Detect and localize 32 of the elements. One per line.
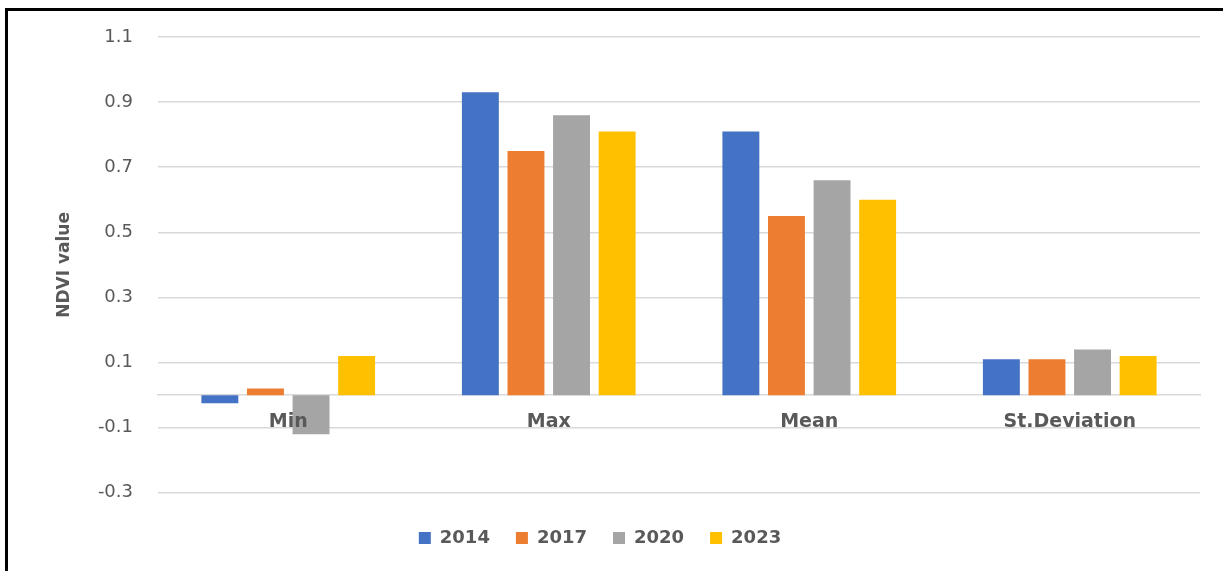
- bar: [598, 131, 636, 396]
- bar: [1028, 359, 1066, 396]
- y-tick-label: 1.1: [104, 24, 133, 46]
- x-tick-label: Mean: [780, 409, 839, 432]
- y-tick-label: 0.1: [104, 350, 133, 372]
- bar: [246, 388, 284, 396]
- bar: [553, 115, 591, 396]
- y-axis-title: NDVI value: [52, 212, 73, 318]
- bar: [461, 92, 499, 396]
- y-tick-label: 0.7: [104, 154, 133, 176]
- bar: [201, 395, 239, 404]
- bar: [1119, 356, 1157, 396]
- bar: [859, 199, 897, 396]
- legend-label: 2017: [536, 525, 588, 547]
- y-tick-label: 0.3: [104, 285, 133, 307]
- x-tick-label: Max: [526, 409, 571, 432]
- legend-label: 2014: [439, 525, 490, 547]
- bar: [338, 356, 376, 396]
- x-tick-label: Min: [268, 409, 308, 432]
- y-tick-label: -0.3: [97, 480, 133, 502]
- legend-label: 2020: [634, 525, 685, 547]
- y-tick-label: 0.5: [104, 220, 133, 242]
- bar: [813, 180, 851, 396]
- y-tick-label: -0.1: [97, 415, 133, 437]
- bar: [1074, 349, 1112, 396]
- bar: [767, 216, 805, 396]
- x-tick-label: St.Deviation: [1003, 409, 1137, 432]
- bar: [722, 131, 760, 396]
- legend-label: 2023: [731, 525, 782, 547]
- bar: [507, 150, 545, 396]
- bar: [982, 359, 1020, 396]
- y-tick-label: 0.9: [104, 89, 133, 111]
